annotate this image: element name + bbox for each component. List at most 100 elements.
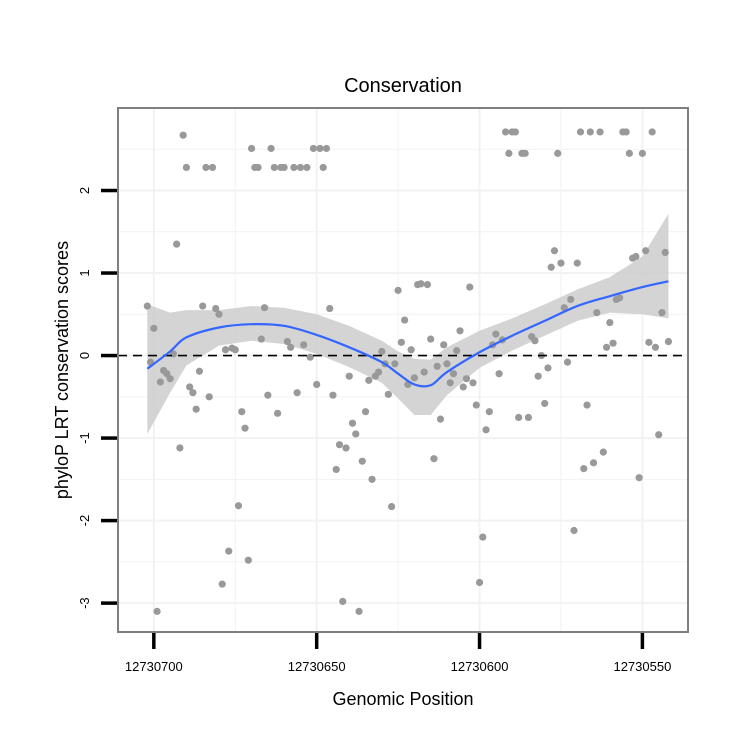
data-point	[583, 401, 591, 409]
data-point	[459, 383, 467, 391]
data-point	[303, 163, 311, 172]
data-point	[554, 149, 562, 157]
data-point	[225, 547, 233, 555]
data-point	[495, 370, 503, 378]
data-point	[215, 310, 223, 318]
smooth-curve	[146, 280, 669, 388]
x-tick-label: 12730700	[125, 659, 183, 674]
data-point	[502, 128, 510, 136]
data-point	[352, 430, 360, 438]
data-point	[541, 399, 549, 408]
plot-frame	[117, 107, 689, 633]
data-point	[622, 128, 630, 136]
data-point	[326, 304, 334, 313]
data-point	[573, 259, 581, 267]
data-point	[202, 163, 210, 172]
y-tick-label: 0	[77, 352, 92, 359]
data-point	[466, 283, 474, 291]
data-point	[267, 144, 275, 153]
smooth-trend-line	[146, 280, 669, 388]
y-tick-label: -1	[77, 432, 92, 444]
data-point	[625, 149, 633, 157]
data-point	[580, 465, 588, 473]
y-tick-label: 2	[77, 187, 92, 194]
data-point	[374, 368, 383, 376]
data-point	[485, 408, 493, 416]
data-point	[645, 338, 653, 346]
data-point	[358, 457, 366, 465]
data-point	[348, 419, 357, 427]
data-point	[176, 444, 184, 452]
x-tick-label: 12730650	[288, 659, 346, 674]
data-point	[234, 502, 243, 510]
data-point	[260, 304, 269, 312]
data-point	[423, 280, 432, 289]
data-point	[296, 163, 304, 172]
data-point	[361, 408, 370, 416]
y-tick-label: -3	[77, 597, 92, 609]
data-points	[143, 128, 673, 615]
data-point	[270, 163, 278, 172]
data-point	[410, 374, 418, 382]
data-point	[443, 360, 451, 368]
data-point	[472, 401, 480, 409]
data-point	[651, 343, 660, 351]
data-point	[655, 431, 663, 439]
data-point	[567, 295, 575, 304]
data-point	[570, 526, 578, 535]
data-point	[531, 337, 539, 345]
data-point	[241, 424, 249, 432]
data-point	[642, 247, 650, 255]
data-point	[300, 341, 308, 349]
data-point	[446, 379, 454, 387]
data-point	[332, 465, 340, 474]
data-point	[221, 346, 230, 354]
data-point	[388, 502, 396, 511]
data-point	[316, 144, 324, 153]
data-point	[606, 318, 614, 327]
data-point	[319, 163, 327, 172]
data-point	[638, 149, 647, 157]
data-point	[173, 240, 181, 248]
data-point	[355, 607, 363, 615]
data-point	[505, 149, 513, 157]
data-point	[166, 375, 174, 383]
data-point	[342, 444, 350, 452]
data-point	[589, 459, 598, 467]
data-point	[420, 368, 428, 376]
y-tick-label: -2	[77, 515, 92, 527]
data-point	[521, 149, 529, 157]
data-point	[563, 358, 572, 366]
data-point	[143, 302, 151, 310]
data-point	[469, 379, 477, 387]
data-point	[436, 415, 445, 423]
data-point	[401, 316, 409, 324]
grid-lines	[118, 108, 688, 632]
data-point	[313, 380, 321, 389]
data-point	[212, 304, 220, 313]
data-point	[231, 346, 239, 354]
data-point	[208, 163, 217, 172]
data-point	[322, 144, 331, 153]
x-axis-title: Genomic Position	[332, 689, 473, 709]
data-point	[609, 339, 617, 347]
data-point	[274, 409, 282, 417]
data-point	[335, 441, 344, 449]
data-point	[576, 128, 585, 136]
data-point	[195, 367, 204, 375]
data-point	[397, 338, 405, 346]
x-tick-label: 12730550	[613, 659, 671, 674]
data-point	[293, 389, 301, 397]
data-point	[664, 337, 673, 346]
chart-title: Conservation	[344, 75, 462, 97]
data-point	[257, 335, 265, 343]
data-point	[462, 375, 471, 383]
data-point	[658, 309, 666, 317]
y-axis-title: phyloP LRT conservation scores	[52, 241, 72, 499]
data-point	[368, 475, 376, 483]
data-point	[586, 128, 594, 136]
data-point	[247, 144, 256, 153]
data-point	[309, 144, 318, 153]
data-point	[550, 247, 559, 255]
